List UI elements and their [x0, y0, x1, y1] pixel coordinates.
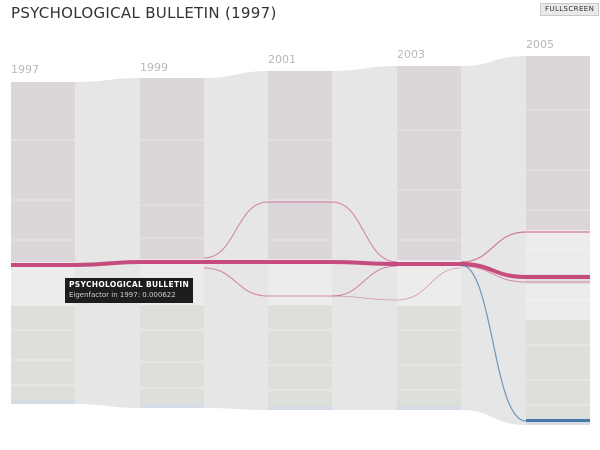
flow-band-1997-1999 [75, 78, 140, 408]
year-label-2003: 2003 [397, 48, 425, 61]
highlight-branch-lower [203, 265, 398, 297]
year-label-2001: 2001 [268, 53, 296, 66]
journal-separators [11, 109, 590, 406]
flow-band-1999-2001 [204, 71, 268, 410]
tooltip-eigenfactor: Eigenfactor in 1997: 0.000622 [69, 291, 176, 299]
modules-2003 [397, 66, 461, 410]
fullscreen-button[interactable]: FULLSCREEN [540, 3, 600, 16]
modules-2001 [268, 71, 332, 410]
modules-1997 [11, 82, 75, 404]
modules-1999 [140, 78, 204, 408]
flow-band-2001-2003 [332, 66, 397, 410]
highlight-branch-down-2005 [460, 264, 590, 422]
highlight-module-2005 [526, 419, 590, 422]
highlight-branch-upper [203, 201, 398, 263]
highlight-branch-2003-cross [331, 267, 462, 301]
year-label-2005: 2005 [526, 38, 554, 51]
highlight-band-main [11, 260, 590, 279]
flow-bands [75, 56, 526, 425]
year-label-1999: 1999 [140, 61, 168, 74]
modules-2005 [526, 56, 590, 425]
flow-band-2003-2005 [461, 56, 526, 425]
year-label-1997: 1997 [11, 63, 39, 76]
page-title: PSYCHOLOGICAL BULLETIN (1997) [11, 4, 277, 22]
highlight-branch-2003-upper [460, 231, 590, 263]
journal-tooltip: PSYCHOLOGICAL BULLETIN Eigenfactor in 19… [65, 278, 194, 303]
tooltip-journal-name: PSYCHOLOGICAL BULLETIN [69, 280, 190, 289]
highlight-branch-2003-lower [460, 265, 590, 283]
highlighted-flows [11, 201, 590, 422]
